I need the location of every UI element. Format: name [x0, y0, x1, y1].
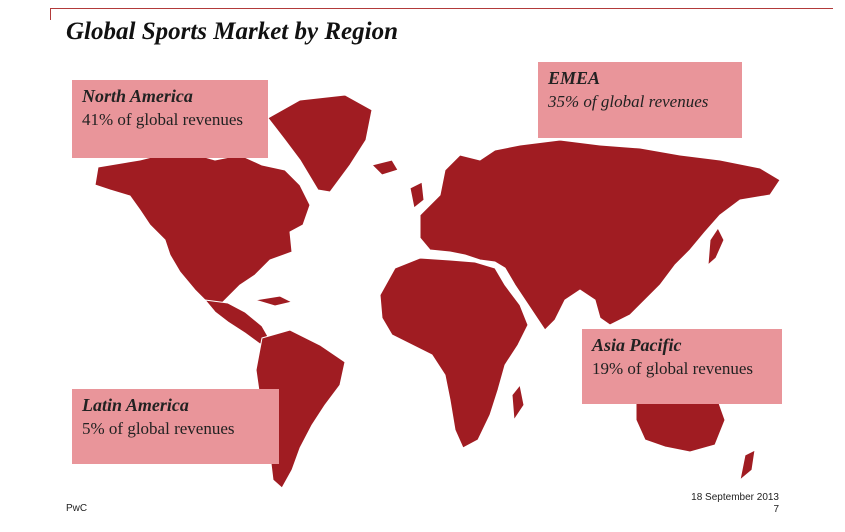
top-rule	[50, 8, 833, 9]
map-central-america	[204, 299, 271, 345]
region-name-north-america: North America	[82, 86, 193, 106]
map-north-america	[94, 149, 311, 306]
map-madagascar	[511, 384, 525, 421]
footer-company: PwC	[66, 503, 88, 514]
map-africa	[379, 257, 529, 449]
callout-emea: EMEA 35% of global revenues	[538, 62, 742, 138]
region-name-asia-pacific: Asia Pacific	[592, 335, 682, 355]
map-japan	[707, 227, 725, 266]
footer-date: 18 September 2013	[691, 492, 779, 503]
top-rule-tick	[50, 8, 51, 20]
map-greenland	[267, 94, 373, 193]
region-share-asia-pacific: 19% of global revenues	[592, 359, 753, 378]
callout-latin-america: Latin America 5% of global revenues	[72, 389, 279, 464]
region-share-north-america: 41% of global revenues	[82, 110, 243, 129]
slide-title: Global Sports Market by Region	[66, 18, 398, 45]
map-caribbean	[254, 295, 293, 307]
region-share-emea: 35% of global revenues	[548, 92, 709, 111]
map-new-zealand	[739, 449, 756, 481]
region-share-latin-america: 5% of global revenues	[82, 419, 235, 438]
map-uk	[409, 181, 425, 209]
map-iceland	[371, 159, 399, 176]
page-number: 7	[773, 504, 779, 515]
region-name-latin-america: Latin America	[82, 395, 189, 415]
callout-asia-pacific: Asia Pacific 19% of global revenues	[582, 329, 782, 404]
region-name-emea: EMEA	[548, 68, 601, 88]
footer-right: 18 September 2013 7	[691, 492, 779, 516]
callout-north-america: North America 41% of global revenues	[72, 80, 268, 158]
map-eurasia	[419, 139, 781, 331]
